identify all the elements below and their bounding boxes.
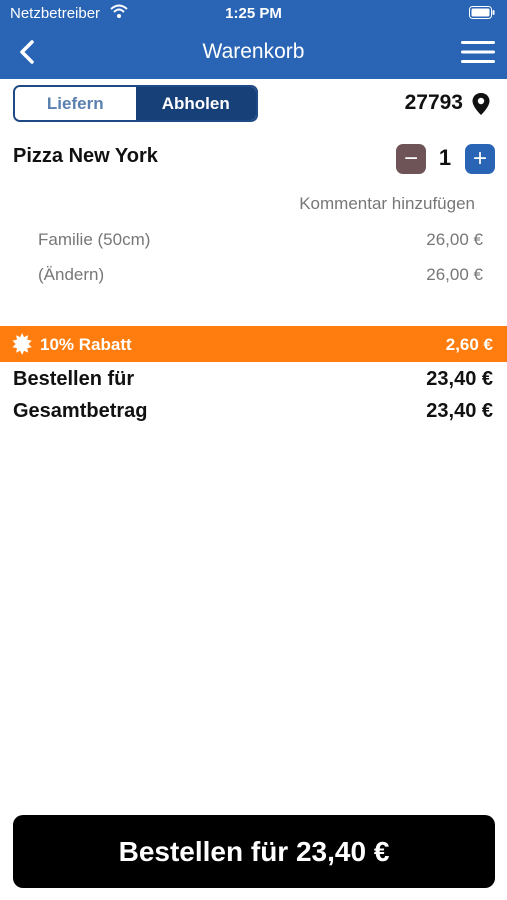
- tab-liefern[interactable]: Liefern: [15, 87, 136, 120]
- tab-abholen[interactable]: Abholen: [135, 87, 256, 120]
- decrease-quantity-button[interactable]: −: [396, 144, 426, 174]
- option-change-price: 26,00 €: [426, 265, 483, 284]
- quantity-value: 1: [438, 145, 452, 170]
- wifi-icon: [110, 4, 128, 18]
- page-title: Warenkorb: [202, 40, 305, 63]
- discount-value: 2,60 €: [445, 335, 493, 354]
- order-for-value: 23,40 €: [426, 368, 493, 390]
- place-order-button[interactable]: Bestellen für 23,40 €: [13, 815, 495, 888]
- discount-label: 10% Rabatt: [40, 335, 132, 354]
- option-size-label: Familie (50cm): [38, 230, 151, 249]
- product-name: Pizza New York: [13, 145, 158, 167]
- discount-burst-icon: [12, 333, 32, 355]
- menu-icon[interactable]: [461, 38, 495, 66]
- option-change-link[interactable]: (Ändern): [38, 265, 105, 284]
- order-for-label: Bestellen für: [13, 368, 135, 390]
- add-comment-link[interactable]: Kommentar hinzufügen: [299, 194, 475, 213]
- status-bar: Netzbetreiber 1:25 PM: [0, 0, 507, 28]
- map-pin-icon[interactable]: [471, 92, 491, 116]
- back-icon[interactable]: [14, 38, 40, 66]
- postal-code[interactable]: 27793: [404, 91, 463, 114]
- status-time: 1:25 PM: [225, 5, 282, 22]
- delivery-mode-toggle: Liefern Abholen: [13, 85, 258, 122]
- total-label: Gesamtbetrag: [13, 400, 148, 422]
- discount-banner: 10% Rabatt 2,60 €: [0, 326, 507, 362]
- option-size-price: 26,00 €: [426, 230, 483, 249]
- carrier-name: Netzbetreiber: [10, 5, 101, 22]
- nav-bar: Warenkorb: [0, 28, 507, 79]
- app-header: Netzbetreiber 1:25 PM Warenkorb: [0, 0, 507, 79]
- increase-quantity-button[interactable]: +: [465, 144, 495, 174]
- battery-icon: [469, 6, 495, 19]
- total-value: 23,40 €: [426, 400, 493, 422]
